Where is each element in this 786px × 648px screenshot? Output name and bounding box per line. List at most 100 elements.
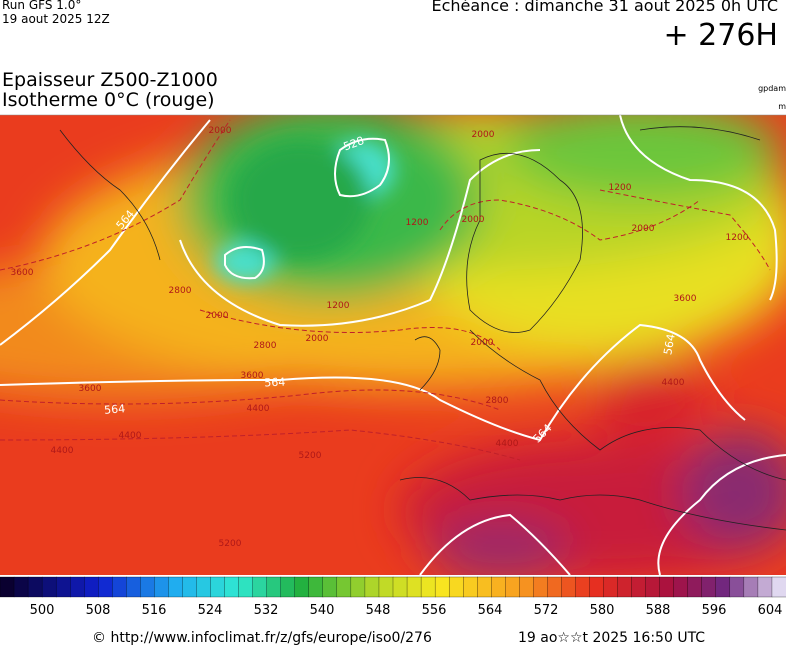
colorbar-swatch: [505, 576, 520, 598]
colorbar-swatch: [477, 576, 492, 598]
isotherm-label: 2000: [472, 130, 495, 140]
isotherm-label: 2800: [169, 286, 192, 296]
colorbar-swatch: [70, 576, 85, 598]
isotherm-label: 4400: [51, 446, 74, 456]
colorbar-swatch: [252, 576, 268, 598]
colorbar-label: 548: [366, 603, 391, 618]
colorbar-swatch: [238, 576, 254, 598]
isotherm-label: 3600: [79, 384, 102, 394]
colorbar-swatch: [112, 576, 127, 598]
isotherm-label: 1200: [609, 183, 632, 193]
isotherm-label: 1200: [327, 301, 350, 311]
colorbar-swatch: [336, 576, 352, 598]
footer-source: © http://www.infoclimat.fr/z/gfs/europe/…: [92, 630, 432, 646]
footer-timestamp: 19 ao☆☆t 2025 16:50 UTC: [518, 630, 706, 646]
colorbar-swatch: [126, 576, 141, 598]
colorbar-swatch: [280, 576, 296, 598]
colorbar-swatch: [729, 576, 745, 598]
colorbar-swatch: [645, 576, 661, 598]
colorbar-label: 508: [86, 603, 111, 618]
colorbar-swatch: [771, 576, 786, 598]
echeance: Echéance : dimanche 31 aout 2025 0h UTC: [431, 0, 778, 15]
colorbar-swatch: [294, 576, 310, 598]
colorbar-swatch: [98, 576, 113, 598]
colorbar-swatch: [561, 576, 576, 598]
colorbar-swatch: [392, 576, 408, 598]
colorbar-label: 572: [534, 603, 559, 618]
colorbar-label: 588: [646, 603, 671, 618]
colorbar-swatch: [743, 576, 759, 598]
run-date: 19 aout 2025 12Z: [2, 12, 110, 26]
colorbar-swatch: [757, 576, 773, 598]
isotherm-label: 2000: [632, 224, 655, 234]
colorbar-swatch: [182, 576, 197, 598]
colorbar-label: 604: [758, 603, 783, 618]
colorbar-label: 540: [310, 603, 335, 618]
colorbar-swatch: [13, 576, 29, 598]
title-line2: Isotherme 0°C (rouge): [2, 89, 215, 111]
isotherm-label: 4400: [119, 431, 142, 441]
colorbar-swatch: [0, 576, 15, 598]
colorbar-swatch: [378, 576, 394, 598]
colorbar-swatch: [603, 576, 619, 598]
colorbar-swatch: [589, 576, 604, 598]
isotherm-label: 4400: [662, 378, 685, 388]
colorbar-swatch: [547, 576, 562, 598]
colorbar-swatch: [575, 576, 590, 598]
isotherm-label: 2000: [462, 215, 485, 225]
isotherm-label: 4400: [247, 404, 270, 414]
colorbar-swatch: [687, 576, 703, 598]
colorbar-swatch: [463, 576, 478, 598]
colorbar-swatch: [406, 576, 422, 598]
isotherm-label: 3600: [11, 268, 34, 278]
colorbar-swatch: [434, 576, 450, 598]
colorbar-swatch: [27, 576, 43, 598]
colorbar-swatch: [533, 576, 548, 598]
colorbar-swatch: [350, 576, 366, 598]
colorbar-swatch: [154, 576, 169, 598]
colorbar-swatch: [659, 576, 675, 598]
colorbar-swatch: [715, 576, 731, 598]
colorbar-label: 556: [422, 603, 447, 618]
isotherm-label: 4400: [496, 439, 519, 449]
colorbar-swatch: [168, 576, 183, 598]
colorbar-label: 532: [254, 603, 279, 618]
colorbar-swatch: [701, 576, 717, 598]
colorbar-swatch: [519, 576, 534, 598]
colorbar-swatch: [140, 576, 155, 598]
unit-thickness: gpdam: [758, 84, 786, 93]
isotherm-label: 2800: [254, 341, 277, 351]
colorbar-swatch: [84, 576, 99, 598]
colorbar-swatch: [224, 576, 240, 598]
map-field: [0, 115, 786, 575]
isotherm-label: 2000: [471, 338, 494, 348]
colorbar-swatch: [448, 576, 464, 598]
thickness-label: 564: [264, 375, 286, 389]
unit-isotherm: m: [778, 102, 786, 111]
colorbar-label: 564: [478, 603, 503, 618]
colorbar-swatch: [196, 576, 211, 598]
colorbar-label: 524: [198, 603, 223, 618]
colorbar-label: 580: [590, 603, 615, 618]
colorbar-swatch: [364, 576, 380, 598]
isotherm-label: 2000: [209, 126, 232, 136]
colorbar-label: 596: [702, 603, 727, 618]
isotherm-label: 1200: [406, 218, 429, 228]
colorbar-label: 500: [30, 603, 55, 618]
isotherm-label: 2000: [306, 334, 329, 344]
colorbar-swatch: [491, 576, 506, 598]
isotherm-label: 1200: [726, 233, 749, 243]
colorbar-label: 516: [142, 603, 167, 618]
isotherm-label: 5200: [219, 539, 242, 549]
colorbar-swatch: [266, 576, 282, 598]
thickness-label: 564: [104, 402, 126, 417]
isotherm-label: 3600: [674, 294, 697, 304]
colorbar-swatch: [55, 576, 71, 598]
colorbar-swatch: [41, 576, 57, 598]
colorbar-swatch: [210, 576, 226, 598]
run: Run GFS 1.0°: [2, 0, 82, 12]
colorbar-swatch: [308, 576, 324, 598]
colorbar-swatch: [420, 576, 436, 598]
